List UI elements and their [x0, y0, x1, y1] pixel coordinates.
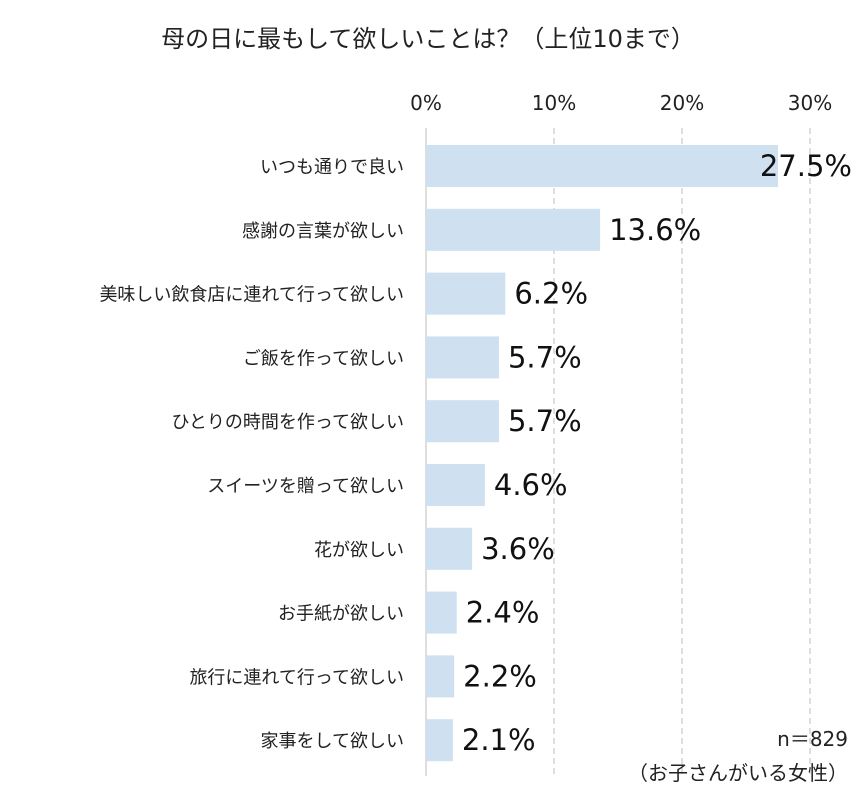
bar [426, 272, 506, 315]
category-label: 美味しい飲食店に連れて行って欲しい [99, 285, 404, 306]
category-label: 花が欲しい [314, 540, 404, 561]
value-label: 27.5% [760, 149, 852, 183]
value-label: 13.6% [609, 213, 701, 247]
bar [426, 145, 778, 187]
category-label: お手紙が欲しい [278, 604, 404, 625]
bar [426, 208, 601, 251]
category-label: ご飯を作って欲しい [243, 348, 404, 369]
chart-title: 母の日に最もして欲しいことは？（上位10まで） [161, 25, 695, 53]
population-note: （お子さんがいる女性） [628, 761, 848, 785]
value-label: 5.7% [508, 404, 582, 438]
sample-size-note: n＝829 [777, 727, 848, 751]
value-label: 4.6% [494, 468, 568, 502]
bar [426, 719, 453, 762]
bar [426, 527, 473, 570]
x-axis-tick-label: 30% [788, 91, 832, 115]
value-label: 6.2% [514, 277, 588, 311]
category-label: 感謝の言葉が欲しい [242, 221, 404, 242]
value-label: 2.2% [463, 659, 537, 693]
bars [426, 145, 778, 762]
bar [426, 400, 499, 443]
category-label: スイーツを贈って欲しい [207, 476, 404, 497]
category-label: ひとりの時間を作って欲しい [171, 412, 404, 433]
x-axis-tick-label: 0% [410, 91, 442, 115]
category-labels: いつも通りで良い感謝の言葉が欲しい美味しい飲食店に連れて行って欲しいご飯を作って… [99, 157, 404, 752]
value-label: 2.4% [466, 596, 540, 630]
category-label: 家事をして欲しい [261, 731, 404, 752]
value-label: 2.1% [462, 723, 536, 757]
bar [426, 464, 485, 506]
value-labels: 27.5% 13.6% 6.2% 5.7% 5.7% 4.6% 3.6% 2.4% 2.2% 2.… [462, 149, 852, 757]
x-axis-tick-label: 10% [532, 91, 576, 115]
x-axis-tick-labels: 0% 10% 20% 30% [410, 91, 832, 115]
bar [426, 655, 455, 698]
category-label: 旅行に連れて行って欲しい [189, 667, 404, 688]
bar [426, 591, 457, 634]
value-label: 3.6% [481, 532, 555, 566]
value-label: 5.7% [508, 340, 582, 374]
bar [426, 336, 499, 379]
category-label: いつも通りで良い [260, 157, 404, 178]
x-axis-tick-label: 20% [660, 91, 704, 115]
